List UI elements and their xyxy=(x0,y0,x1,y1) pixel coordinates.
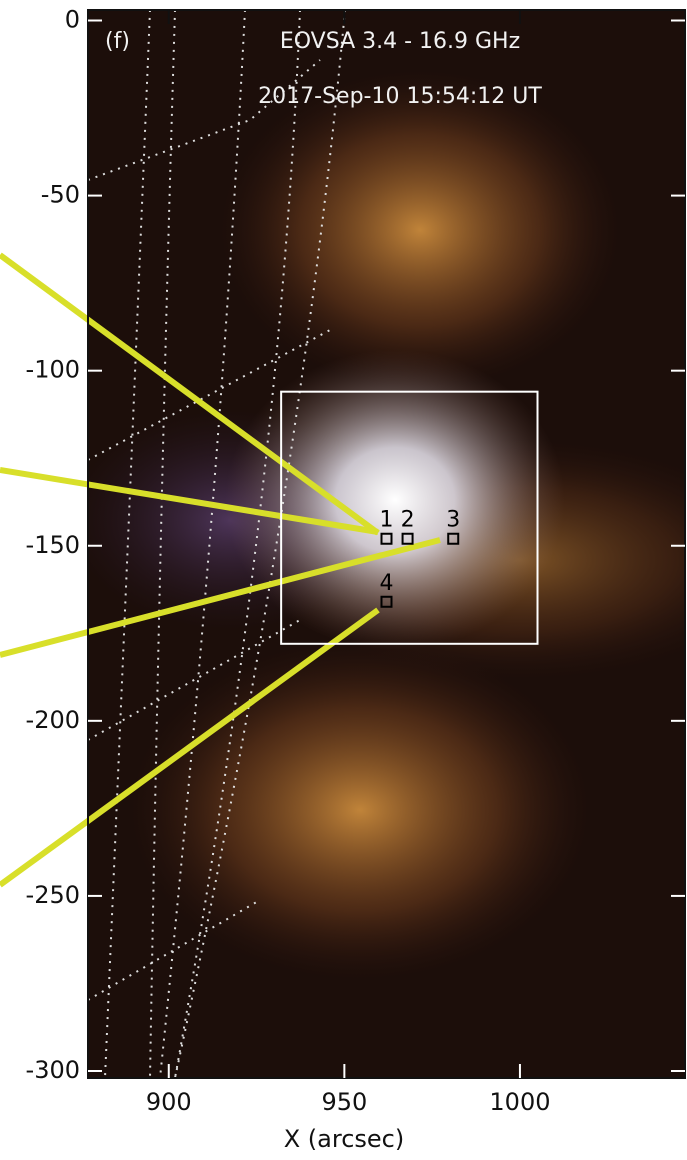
point-label: 1 xyxy=(380,508,394,533)
y-tick-label: -100 xyxy=(26,356,80,384)
x-tick-label: 1000 xyxy=(489,1088,550,1116)
panel-label: (f) xyxy=(105,29,130,54)
y-tick-label: -200 xyxy=(26,706,80,734)
point-label: 4 xyxy=(380,571,394,596)
figure: (f) EOVSA 3.4 - 16.9 GHz 2017-Sep-10 15:… xyxy=(0,0,687,1160)
subtitle: 2017-Sep-10 15:54:12 UT xyxy=(258,84,542,109)
x-tick-label: 950 xyxy=(321,1088,367,1116)
x-axis-label: X (arcsec) xyxy=(284,1125,405,1153)
y-tick-label: 0 xyxy=(65,6,80,34)
y-tick-label: -250 xyxy=(26,881,80,909)
point-label: 3 xyxy=(446,508,460,533)
title: EOVSA 3.4 - 16.9 GHz xyxy=(280,29,520,54)
image xyxy=(70,10,687,1078)
y-tick-label: -150 xyxy=(26,531,80,559)
y-tick-label: -50 xyxy=(41,181,80,209)
point-label: 2 xyxy=(401,508,415,533)
y-tick-label: -300 xyxy=(26,1056,80,1084)
x-tick-label: 900 xyxy=(146,1088,192,1116)
